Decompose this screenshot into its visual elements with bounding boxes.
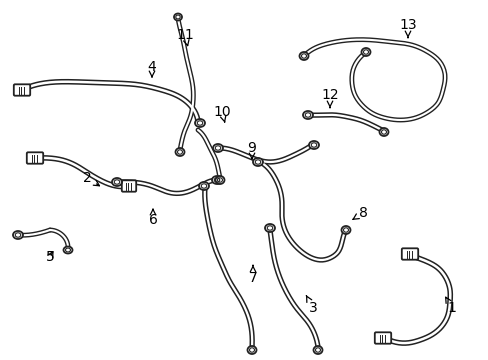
Ellipse shape bbox=[63, 247, 72, 253]
Ellipse shape bbox=[247, 346, 256, 354]
Ellipse shape bbox=[313, 346, 322, 354]
Ellipse shape bbox=[112, 178, 122, 186]
Ellipse shape bbox=[175, 148, 184, 156]
Text: 2: 2 bbox=[82, 171, 99, 186]
Text: 9: 9 bbox=[247, 141, 256, 159]
Text: 7: 7 bbox=[248, 265, 257, 285]
FancyBboxPatch shape bbox=[374, 332, 390, 344]
FancyBboxPatch shape bbox=[27, 152, 43, 164]
Ellipse shape bbox=[13, 231, 23, 239]
Ellipse shape bbox=[308, 141, 318, 149]
Text: 12: 12 bbox=[321, 88, 338, 108]
FancyBboxPatch shape bbox=[122, 180, 136, 192]
Text: 11: 11 bbox=[176, 28, 193, 46]
Ellipse shape bbox=[213, 144, 223, 152]
Ellipse shape bbox=[195, 119, 204, 127]
Ellipse shape bbox=[252, 158, 263, 166]
Text: 10: 10 bbox=[213, 105, 230, 122]
Ellipse shape bbox=[215, 176, 224, 184]
Ellipse shape bbox=[212, 176, 222, 184]
Ellipse shape bbox=[299, 52, 308, 60]
Text: 5: 5 bbox=[45, 250, 54, 264]
Ellipse shape bbox=[379, 128, 387, 136]
Text: 3: 3 bbox=[305, 296, 317, 315]
Text: 1: 1 bbox=[445, 297, 455, 315]
FancyBboxPatch shape bbox=[14, 84, 30, 96]
Text: 8: 8 bbox=[352, 206, 366, 220]
Ellipse shape bbox=[341, 226, 350, 234]
Text: 6: 6 bbox=[148, 209, 157, 227]
Text: 13: 13 bbox=[398, 18, 416, 37]
Ellipse shape bbox=[303, 111, 312, 119]
Ellipse shape bbox=[361, 48, 370, 56]
FancyBboxPatch shape bbox=[401, 248, 417, 260]
Ellipse shape bbox=[264, 224, 274, 232]
Ellipse shape bbox=[199, 182, 208, 190]
Text: 4: 4 bbox=[147, 60, 156, 77]
Ellipse shape bbox=[174, 13, 182, 21]
